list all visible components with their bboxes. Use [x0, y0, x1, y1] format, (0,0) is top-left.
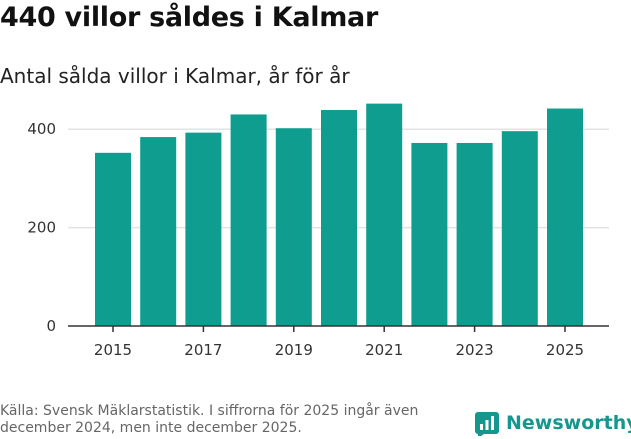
- newsworthy-logo-icon: [475, 412, 499, 436]
- x-tick-label-2023: 2023: [456, 341, 494, 359]
- chart-subtitle: Antal sålda villor i Kalmar, år för år: [0, 64, 350, 88]
- x-tick-label-2017: 2017: [184, 341, 222, 359]
- bar-2021[interactable]: [366, 103, 403, 326]
- y-tick-label-400: 400: [27, 120, 56, 138]
- chart-title: 440 villor såldes i Kalmar: [0, 2, 378, 33]
- bar-2016[interactable]: [140, 137, 177, 326]
- bar-2025[interactable]: [547, 108, 583, 326]
- bar-2020[interactable]: [321, 110, 357, 327]
- bar-2022[interactable]: [411, 142, 448, 326]
- bar-2018[interactable]: [230, 114, 267, 326]
- bar-2019[interactable]: [275, 128, 312, 326]
- brand-name: Newsworthy: [506, 412, 631, 434]
- x-tick-label-2015: 2015: [94, 341, 132, 359]
- bar-2024[interactable]: [501, 131, 538, 326]
- bar-2017[interactable]: [185, 132, 222, 326]
- x-tick-label-2025: 2025: [546, 341, 584, 359]
- bar-chart: 0 200 400 2015 2017 2019 2021 2023 2025: [27, 103, 609, 359]
- y-tick-label-200: 200: [27, 219, 56, 237]
- source-note: Källa: Svensk Mäklarstatistik. I siffror…: [0, 403, 419, 436]
- y-tick-label-0: 0: [46, 317, 56, 335]
- bar-2015[interactable]: [95, 152, 131, 326]
- x-tick-label-2019: 2019: [275, 341, 313, 359]
- brand-logo[interactable]: Newsworthy: [474, 408, 631, 438]
- bar-2023[interactable]: [456, 142, 493, 326]
- x-tick-label-2021: 2021: [365, 341, 403, 359]
- axes: 0 200 400 2015 2017 2019 2021 2023 2025: [27, 120, 609, 359]
- bars: [95, 103, 583, 327]
